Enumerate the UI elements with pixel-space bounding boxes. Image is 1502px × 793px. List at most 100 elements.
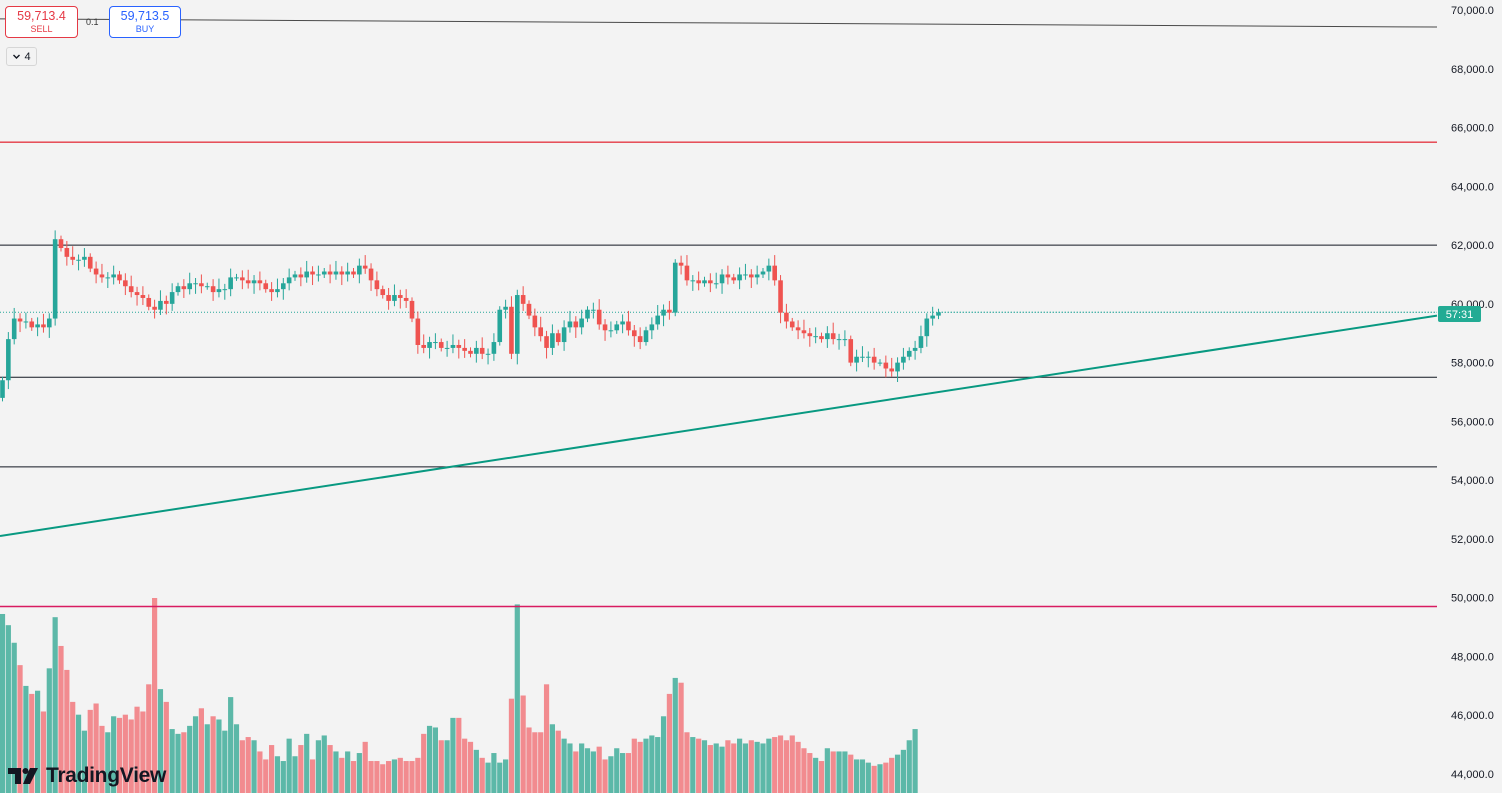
tradingview-logo[interactable]: TradingView [8, 764, 166, 788]
candle-body [731, 277, 737, 281]
volume-bar [321, 735, 327, 793]
buy-button[interactable]: 59,713.5 BUY [109, 6, 181, 38]
candle-body [760, 271, 766, 275]
volume-bar [93, 703, 99, 793]
trendline [0, 18, 1438, 28]
volume-bars [0, 598, 918, 793]
volume-bar [473, 749, 479, 793]
volume-bar [807, 753, 813, 793]
candle-body [895, 362, 900, 372]
volume-bar [450, 717, 456, 793]
candle-body [105, 277, 111, 279]
candle-body [749, 274, 754, 278]
candle-body [292, 274, 298, 278]
candle-body [801, 330, 807, 334]
volume-bar [508, 698, 515, 793]
countdown-badge: 57:31 [1438, 306, 1481, 322]
candle-body [819, 336, 824, 340]
y-tick-label: 50,000.0 [1451, 593, 1494, 605]
candle-body [310, 271, 315, 275]
candle-body [275, 289, 280, 293]
volume-bar [514, 604, 520, 793]
volume-bar [543, 684, 550, 793]
volume-bar [614, 748, 620, 793]
volume-bar [602, 759, 608, 793]
candle-body [877, 362, 883, 364]
candle-body [450, 344, 456, 348]
candle-body [825, 333, 830, 340]
y-tick-label: 70,000.0 [1451, 5, 1494, 17]
volume-bar [760, 743, 766, 793]
candle-body [47, 318, 52, 328]
volume-bar [116, 717, 123, 793]
volume-bar [783, 740, 789, 793]
candle-body [661, 309, 666, 316]
candle-body [924, 318, 930, 337]
volume-bar [491, 753, 497, 793]
volume-bar [35, 690, 41, 793]
volume-bar [169, 729, 175, 793]
tradingview-logo-icon [8, 768, 38, 784]
candle-body [813, 336, 818, 338]
candle-body [216, 289, 222, 293]
spread-value: 0.1 [86, 17, 99, 27]
volume-bar [742, 743, 749, 793]
candle-body [111, 274, 116, 278]
volume-bar [666, 693, 672, 793]
candle-body [281, 283, 286, 290]
price-axis[interactable]: 70,000.0 68,000.0 66,000.0 64,000.0 62,000.0… [1451, 5, 1494, 781]
candle-body [579, 318, 584, 328]
candle-body [11, 318, 17, 340]
candle-body [409, 300, 415, 319]
trendlines[interactable] [0, 18, 1438, 537]
volume-bar [818, 761, 825, 793]
candle-body [906, 350, 912, 357]
volume-bar [655, 737, 661, 793]
volume-bar [11, 642, 17, 793]
candle-body [637, 336, 643, 343]
candle-body [427, 342, 432, 348]
candle-body [690, 280, 696, 282]
volume-bar [538, 732, 544, 793]
candle-body [35, 324, 40, 328]
candle-body [6, 339, 11, 381]
candle-body [754, 274, 760, 278]
candle-body [567, 321, 573, 328]
volume-bar [432, 727, 438, 793]
candle-body [497, 309, 503, 343]
volume-bar [75, 714, 82, 793]
candle-body [836, 339, 842, 341]
sell-label: SELL [30, 24, 53, 34]
volume-bar [479, 757, 485, 793]
sell-button[interactable]: 59,713.4 SELL [5, 6, 78, 38]
candle-body [152, 306, 157, 310]
volume-bar [374, 761, 380, 793]
candle-body [70, 256, 75, 260]
candle-body [479, 347, 485, 354]
candle-body [655, 315, 660, 325]
volume-bar [23, 685, 29, 793]
candle-body [772, 265, 777, 281]
horizontal-levels[interactable] [0, 141, 1437, 608]
volume-bar [386, 761, 392, 793]
candle-body [134, 292, 140, 296]
candle-body [538, 327, 543, 337]
volume-bar [520, 695, 526, 793]
candle-body [936, 312, 941, 316]
candle-body [415, 318, 421, 345]
candle-body [181, 286, 187, 290]
volume-bar [409, 761, 415, 793]
volume-bar [737, 738, 743, 793]
candle-body [462, 347, 467, 351]
candle-body [128, 286, 134, 293]
indicators-collapse-button[interactable]: 4 [6, 47, 37, 66]
candle-body [649, 324, 655, 331]
volume-bar [701, 740, 708, 793]
candle-body [93, 268, 99, 275]
candle-body [737, 274, 742, 281]
candle-body [210, 286, 216, 293]
volume-bar [105, 732, 111, 793]
candle-body [743, 274, 748, 276]
